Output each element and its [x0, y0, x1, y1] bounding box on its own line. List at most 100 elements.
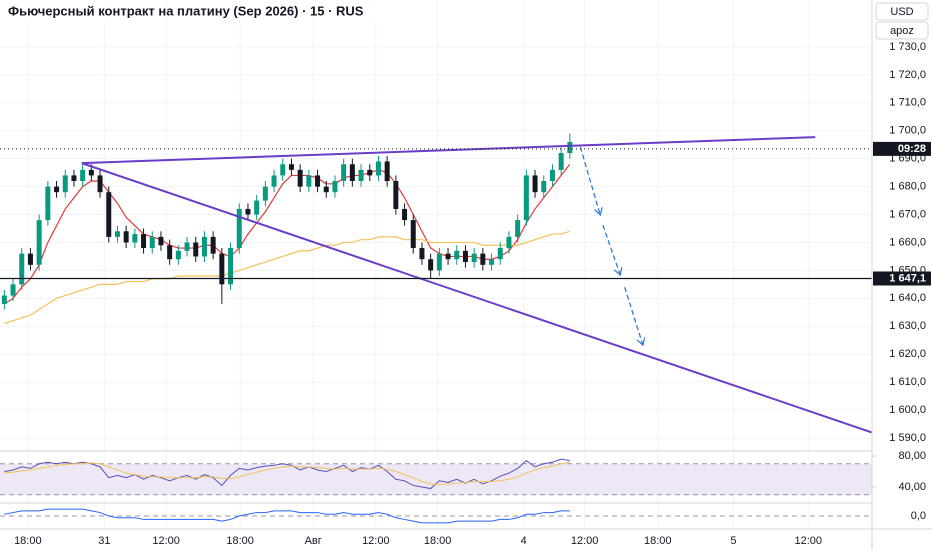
x-tick-label: 31: [98, 535, 110, 547]
candle-body: [428, 259, 434, 271]
x-tick-label: 18:00: [226, 535, 254, 547]
plot: [0, 133, 873, 524]
trend-line: [81, 136, 816, 165]
candle-body: [341, 164, 347, 182]
candle-body: [245, 208, 251, 215]
candle-body: [384, 161, 390, 182]
candle-body: [141, 234, 147, 249]
trend-line: [81, 162, 873, 434]
y-tick-label: 1 730,0: [889, 41, 926, 53]
y-tick-label: 1 660,0: [889, 236, 926, 248]
candle-body: [402, 208, 408, 221]
candle-body: [54, 186, 60, 193]
x-tick-label: 12:00: [152, 535, 180, 547]
y-tick-label: 1 670,0: [889, 208, 926, 220]
candle-body: [393, 181, 399, 209]
candle-body: [323, 186, 329, 193]
x-tick-label: 18:00: [424, 535, 452, 547]
y-tick-label: 1 700,0: [889, 125, 926, 137]
candle-body: [97, 175, 103, 193]
candle-body: [106, 192, 112, 237]
candle-body: [254, 200, 260, 215]
candle-body: [462, 250, 468, 263]
x-tick-label: Авг: [305, 535, 322, 547]
candle-body: [114, 231, 120, 237]
candle-body: [349, 164, 355, 182]
candle-body: [193, 242, 199, 257]
candle-body: [489, 259, 495, 265]
candle-body: [27, 253, 33, 265]
y-tick-label: 1 720,0: [889, 69, 926, 81]
candle-body: [158, 236, 164, 246]
candle-body: [532, 175, 538, 193]
candle-body: [454, 250, 460, 260]
candle-body: [19, 253, 25, 285]
candle-body: [549, 169, 555, 182]
candle-body: [184, 242, 190, 251]
candle-body: [332, 181, 338, 193]
candle-body: [523, 175, 529, 221]
y-tick-label: 1 610,0: [889, 376, 926, 388]
y-tick-label: 1 680,0: [889, 180, 926, 192]
candle-body: [297, 169, 303, 187]
grid: [0, 0, 872, 529]
candle-body: [506, 236, 512, 249]
candle-body: [288, 164, 294, 170]
candle-body: [436, 253, 442, 271]
candle-body: [541, 181, 547, 193]
candle-body: [175, 250, 181, 260]
candle-body: [497, 248, 503, 260]
arrow: [602, 224, 623, 277]
indicator-line: [4, 461, 570, 486]
scale-mode-button[interactable]: [875, 21, 929, 40]
candle-body: [445, 253, 451, 260]
candle-body: [515, 220, 521, 237]
candle-body: [71, 175, 77, 182]
y-tick-label: 1 640,0: [889, 292, 926, 304]
candle-body: [375, 161, 381, 176]
y-tick-label: 1 630,0: [889, 320, 926, 332]
x-tick-label: 18:00: [644, 535, 672, 547]
currency[interactable]: USD: [890, 6, 913, 18]
candle-body: [567, 141, 573, 154]
x-tick-label: 4: [521, 535, 527, 547]
candle-body: [480, 253, 486, 265]
candle-body: [367, 169, 373, 176]
arrow: [624, 286, 646, 347]
candle-body: [306, 175, 312, 187]
candle-body: [210, 236, 216, 254]
currency-button[interactable]: [875, 2, 929, 21]
y-tick-label: 1 710,0: [889, 97, 926, 109]
candle-body: [219, 253, 225, 285]
title-backdrop: [0, 2, 392, 22]
price-label: 09:28: [898, 143, 926, 155]
candle-body: [167, 245, 173, 260]
band: [0, 463, 872, 495]
candle-body: [236, 208, 242, 249]
price-label-box: [873, 271, 931, 286]
candle-body: [36, 220, 42, 265]
price-label-box: [873, 141, 931, 156]
x-tick-label: 5: [730, 535, 736, 547]
y-tick-label: 0,0: [911, 510, 926, 522]
x-tick-label: 12:00: [362, 535, 390, 547]
indicator-line: [4, 508, 570, 524]
candle-body: [558, 153, 564, 170]
candle-body: [80, 169, 86, 182]
scale-mode[interactable]: apoz: [890, 25, 914, 37]
candle-body: [10, 284, 16, 296]
y-tick-label: 1 600,0: [889, 404, 926, 416]
y-tick-label: 40,00: [898, 481, 926, 493]
candle-body: [88, 169, 94, 176]
candle-body: [123, 231, 129, 243]
candle-body: [262, 186, 268, 201]
candle-body: [358, 169, 364, 182]
candle-body: [62, 175, 68, 193]
axis: 18:00 31 12:00 18:00 Авг 12:00 18:00 4 12:00 18:0…: [14, 41, 931, 547]
y-tick-label: 1 620,0: [889, 348, 926, 360]
candle-body: [1, 295, 7, 304]
price-label: 1 647,1: [889, 272, 926, 284]
